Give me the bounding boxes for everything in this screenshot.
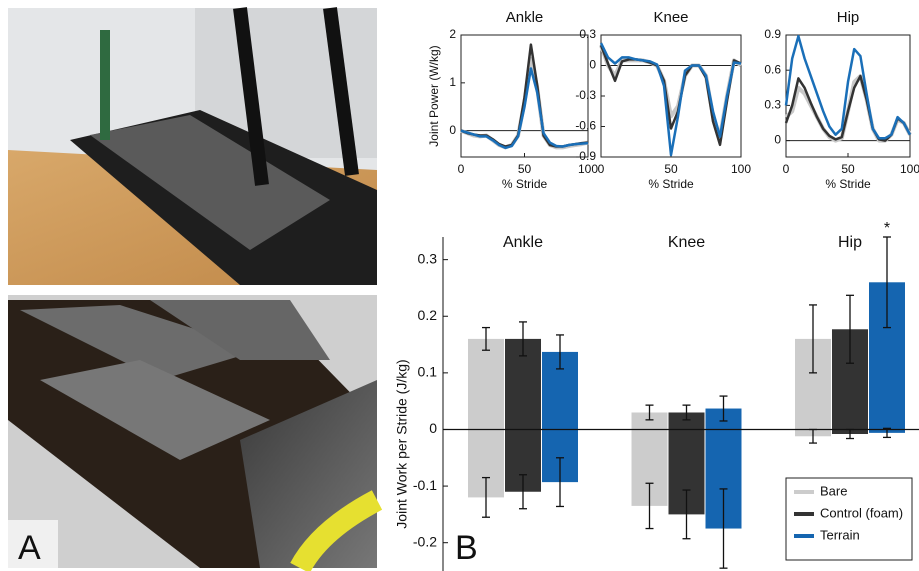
line-series — [784, 34, 912, 140]
y-tick-label: 0.3 — [579, 27, 596, 41]
category-label: Ankle — [503, 234, 543, 251]
y-tick-label: 0 — [449, 123, 456, 137]
bar — [468, 338, 504, 430]
x-tick-label: 100 — [900, 162, 919, 176]
panel-label: A — [18, 529, 41, 567]
y-tick-label: 0.9 — [764, 27, 781, 41]
line-series — [599, 44, 742, 147]
annotation: * — [884, 220, 890, 237]
x-tick-label: 0 — [598, 162, 605, 176]
x-tick-label: 0 — [458, 162, 465, 176]
error-bar — [556, 457, 564, 508]
photo-treadmill — [8, 7, 377, 285]
chart-title: Hip — [837, 9, 860, 26]
y-tick-label: 0.3 — [418, 250, 438, 266]
y-axis-label: Joint Power (W/kg) — [427, 45, 441, 146]
y-tick-label: 0.3 — [764, 98, 781, 112]
x-tick-label: 50 — [518, 162, 532, 176]
x-axis-label: % Stride — [825, 177, 871, 191]
y-tick-label: 2 — [449, 27, 456, 41]
line-series — [460, 43, 589, 148]
error-bar — [645, 404, 654, 421]
y-tick-label: 0.2 — [418, 307, 438, 323]
legend-label: Control (foam) — [820, 505, 903, 520]
error-bar — [846, 294, 854, 364]
error-bar — [682, 489, 691, 540]
error-bar — [482, 476, 490, 518]
chart-title: Knee — [653, 9, 688, 26]
photo-terrain-closeup — [8, 295, 383, 571]
error-bar — [482, 326, 490, 351]
panel-label: B — [455, 529, 478, 567]
bar — [668, 412, 705, 430]
bar — [631, 412, 668, 430]
y-tick-label: 0.6 — [764, 62, 781, 76]
line-series — [460, 67, 589, 150]
error-bar — [519, 321, 527, 357]
y-tick-label: -0.3 — [575, 88, 596, 102]
y-axis-label: Joint Work per Stride (J/kg) — [394, 359, 410, 528]
category-label: Knee — [668, 234, 705, 251]
x-tick-label: 100 — [731, 162, 751, 176]
error-bar — [556, 334, 564, 370]
y-tick-label: 0.1 — [418, 364, 438, 380]
x-tick-label: 50 — [841, 162, 855, 176]
legend-label: Bare — [820, 483, 847, 498]
error-bar — [645, 482, 654, 530]
category-label: Hip — [838, 234, 862, 251]
error-bar — [519, 474, 527, 510]
line-series — [599, 42, 742, 157]
x-tick-label: 100 — [578, 162, 598, 176]
y-tick-label: 0 — [429, 420, 437, 436]
y-tick-label: 0 — [774, 133, 781, 147]
y-tick-label: -0.9 — [575, 149, 596, 163]
y-tick-label: 0 — [589, 58, 596, 72]
y-tick-label: -0.1 — [413, 477, 437, 493]
x-axis-label: % Stride — [648, 177, 694, 191]
legend-label: Terrain — [820, 527, 860, 542]
x-tick-label: 50 — [664, 162, 678, 176]
y-tick-label: 1 — [449, 75, 456, 89]
y-tick-label: -0.2 — [413, 533, 437, 549]
x-tick-label: 0 — [783, 162, 790, 176]
x-axis-label: % Stride — [502, 177, 548, 191]
error-bar — [719, 488, 728, 569]
error-bar — [809, 304, 817, 374]
error-bar — [719, 395, 728, 422]
error-bar — [682, 404, 691, 421]
chart-title: Ankle — [506, 9, 544, 26]
error-bar — [883, 236, 891, 329]
y-tick-label: -0.6 — [575, 119, 596, 133]
